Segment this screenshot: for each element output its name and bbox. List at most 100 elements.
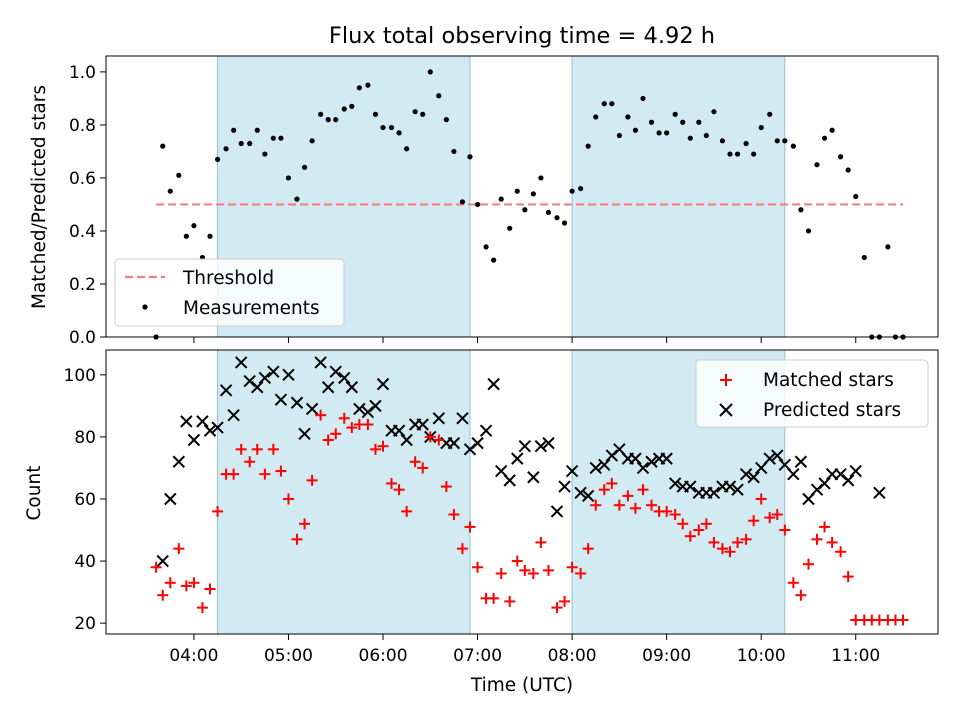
matched-star-marker (740, 533, 752, 545)
matched-star-marker (519, 564, 531, 576)
measurements-legend-marker (142, 304, 148, 310)
predicted-star-marker (542, 436, 555, 450)
matched-star-marker (669, 509, 681, 521)
measurement-point (632, 127, 639, 133)
measurement-point (160, 143, 166, 149)
matched-star-marker (251, 443, 263, 455)
predicted-star-marker (487, 377, 500, 391)
predicted-star-marker (321, 381, 335, 394)
matched-star-marker (842, 571, 854, 583)
matched-star-marker (267, 443, 279, 455)
measurement-point (191, 223, 197, 229)
predicted-star-marker (298, 427, 311, 441)
measurement-point (838, 154, 844, 160)
top-shaded-intervals (217, 55, 786, 338)
measurement-point (262, 151, 268, 157)
measurement-point (672, 111, 678, 117)
measurement-point (593, 114, 599, 120)
measurement-point (507, 225, 513, 231)
predicted-star-marker (416, 418, 429, 431)
measurement-point (325, 117, 331, 123)
matched-star-marker (802, 558, 814, 570)
predicted-star-marker (518, 440, 532, 453)
top-legend-box (114, 258, 345, 327)
bottom-panel: 20 40 60 80 100 04:00 05:00 06:00 07:00 08:00 09:… (24, 349, 939, 696)
matched-star-marker (495, 567, 507, 579)
matched-star-marker (488, 592, 500, 604)
predicted-star-marker (534, 440, 548, 453)
bottom-x-tick-label: 08:00 (548, 646, 597, 666)
matched-star-marker (716, 543, 728, 555)
measurement-point (767, 111, 773, 117)
measurement-point (782, 138, 788, 144)
matched-star-marker (299, 518, 311, 530)
measurement-point (183, 233, 189, 239)
measurement-point (483, 244, 489, 250)
measurement-point (656, 130, 662, 136)
measurement-point (231, 127, 237, 133)
predicted-star-marker (338, 371, 351, 385)
measurement-point (167, 188, 173, 194)
bottom-legend-box (695, 359, 929, 428)
measurement-point (420, 111, 426, 117)
measurement-point (436, 93, 442, 99)
matched-star-marker (646, 499, 658, 511)
bottom-x-axis: 04:00 05:00 06:00 07:00 08:00 09:00 10:00 11:00 (169, 634, 880, 666)
predicted-star-marker (432, 412, 446, 425)
measurement-point (734, 151, 741, 157)
top-y-axis-label: Matched/Predicted stars (29, 85, 50, 309)
matched-star-marker (196, 602, 208, 614)
measurement-point (365, 82, 371, 88)
matched-star-marker (897, 614, 909, 626)
measurement-point (451, 148, 457, 155)
measurements-legend-label: Measurements (183, 298, 320, 319)
top-plot-frame (105, 55, 939, 338)
matched-star-marker (835, 546, 847, 558)
matched-star-marker (527, 567, 539, 579)
predicted-star-marker (763, 452, 776, 465)
matched-star-marker (732, 536, 744, 548)
bottom-y-axis: 20 40 60 80 100 (64, 366, 106, 634)
matched-star-marker (622, 490, 634, 502)
predicted-star-marker (305, 402, 319, 416)
predicted-star-marker (345, 381, 359, 394)
measurement-point (790, 143, 796, 149)
predicted-star-marker (282, 368, 295, 382)
measurement-point (514, 188, 520, 194)
predicted-star-marker (196, 415, 209, 428)
matched-star-marker (322, 434, 334, 446)
matched-star-marker (377, 440, 389, 452)
predicted-star-marker (668, 477, 682, 490)
bottom-y-tick-label: 100 (64, 366, 96, 386)
measurement-point (247, 140, 253, 147)
matched-star-marker (559, 595, 571, 607)
matched-star-marker (724, 546, 736, 558)
predicted-star-marker (227, 408, 240, 422)
matched-star-marker (795, 589, 807, 601)
measurement-point (554, 215, 560, 221)
measurement-point (459, 199, 466, 205)
measurement-point (561, 220, 568, 226)
measurement-point (664, 130, 670, 136)
matched-star-marker (424, 431, 436, 443)
predicted-star-marker (447, 436, 461, 450)
matched-star-marker (575, 567, 587, 579)
bottom-x-tick-label: 06:00 (359, 646, 408, 666)
predicted-star-marker (471, 436, 484, 450)
predicted-star-marker (629, 452, 642, 465)
matched-star-marker (826, 536, 838, 548)
predicted-stars-legend-marker (719, 403, 733, 417)
matched-star-marker (291, 533, 303, 545)
predicted-star-marker (456, 412, 469, 425)
matched-star-marker (369, 443, 381, 455)
predicted-star-marker (598, 458, 611, 472)
matched-star-marker (228, 468, 240, 480)
measurement-point (467, 154, 473, 160)
measurement-point (845, 167, 851, 173)
matched-star-marker (606, 477, 618, 489)
figure-title: Flux total observing time = 4.92 h (329, 23, 715, 49)
observing-window-1 (217, 349, 471, 635)
bottom-y-axis-label: Count (24, 466, 45, 521)
predicted-star-marker (329, 365, 342, 378)
